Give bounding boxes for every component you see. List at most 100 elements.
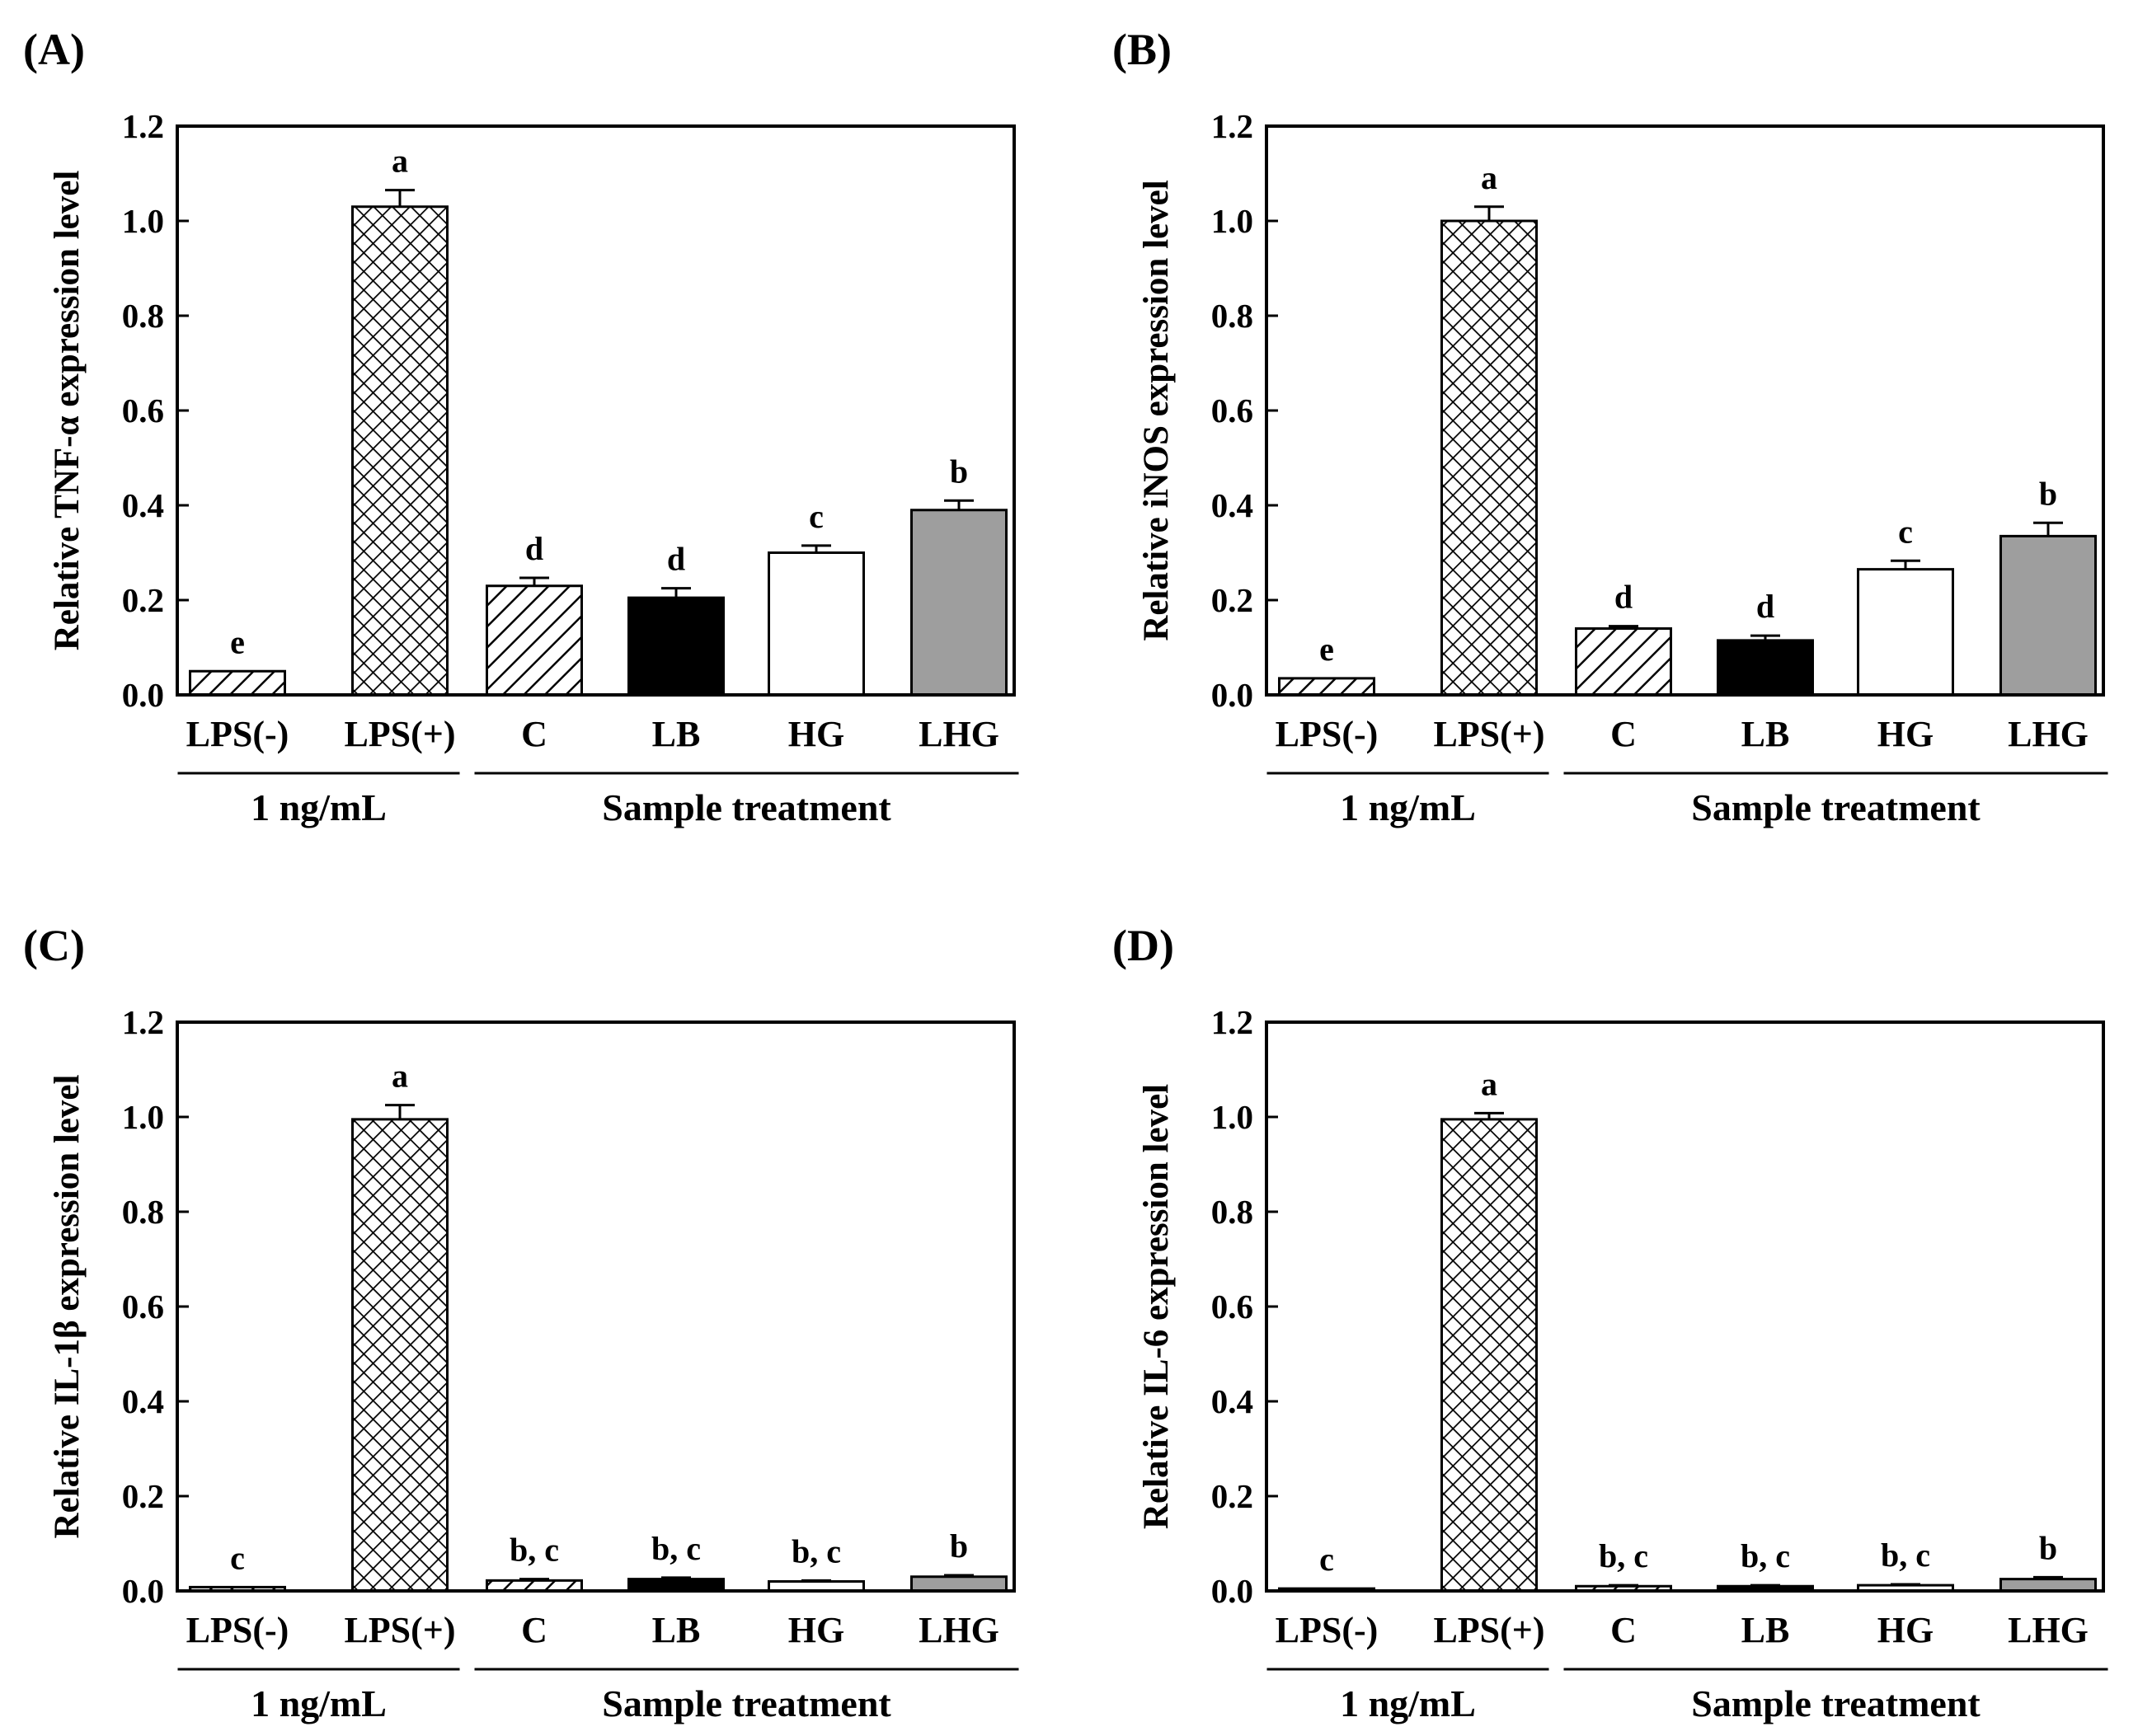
y-axis-title: Relative TNF-α expression level <box>48 171 87 651</box>
y-tick-label: 1.0 <box>1211 202 1253 240</box>
category-label: LPS(+) <box>1433 714 1544 754</box>
category-label: LPS(-) <box>1276 714 1379 754</box>
bar-LHG <box>910 509 1008 697</box>
group-label: 1 ng/mL <box>1340 1682 1476 1724</box>
y-tick-label: 0.8 <box>1211 297 1253 335</box>
significance-label: b <box>950 1527 968 1565</box>
chart-panel-1: (B) Relative iNOS expression level 0.0 0.2 0… <box>1112 25 2108 828</box>
category-label: C <box>521 1610 547 1650</box>
chart-panel-3: (D) Relative IL-6 expression level 0.0 0.2 0… <box>1112 921 2108 1724</box>
panels-root: (A) Relative TNF-α expression level 0.0 0.2… <box>23 25 2108 1724</box>
category-label: LPS(+) <box>1433 1610 1544 1650</box>
significance-label: b, c <box>792 1532 841 1569</box>
category-label: HG <box>788 714 844 754</box>
y-tick-label: 1.0 <box>122 1098 164 1136</box>
chart-panel-0: (A) Relative TNF-α expression level 0.0 0.2… <box>23 25 1019 828</box>
category-label: HG <box>788 1610 844 1650</box>
y-tick-label: 0.8 <box>122 297 164 335</box>
group-label: 1 ng/mL <box>251 1682 387 1724</box>
plot-frame <box>176 1020 1016 1593</box>
y-tick-label: 0.0 <box>1211 1572 1253 1610</box>
y-tick-label: 0.2 <box>122 581 164 619</box>
significance-label: d <box>525 530 543 567</box>
significance-label: a <box>1481 1065 1497 1102</box>
plot-frame <box>1265 124 2105 697</box>
significance-label: e <box>230 623 245 660</box>
bar-LPS(-) <box>1278 677 1375 697</box>
category-label: LPS(+) <box>344 1610 455 1650</box>
panel-label: (C) <box>23 921 85 970</box>
category-label: LB <box>1741 714 1790 754</box>
y-tick-label: 0.0 <box>122 676 164 714</box>
significance-label: b <box>2039 475 2057 512</box>
plot-frame <box>1265 1020 2105 1593</box>
significance-label: c <box>1898 513 1913 550</box>
bar-LPS(+) <box>1440 1118 1538 1593</box>
y-tick-label: 1.2 <box>122 107 164 145</box>
y-axis-title: Relative iNOS expression level <box>1137 180 1176 640</box>
bar-LPS(+) <box>351 1118 449 1593</box>
significance-label: c <box>1319 1541 1334 1578</box>
bar-C <box>486 584 583 697</box>
plot-frame <box>176 124 1016 697</box>
group-label: 1 ng/mL <box>251 786 387 828</box>
y-tick-label: 0.6 <box>122 392 164 429</box>
y-tick-label: 0.4 <box>1211 486 1253 524</box>
category-label: LPS(+) <box>344 714 455 754</box>
y-tick-label: 1.2 <box>1211 107 1253 145</box>
significance-label: d <box>1756 588 1774 625</box>
y-tick-label: 0.0 <box>122 1572 164 1610</box>
group-label: Sample treatment <box>602 1682 891 1724</box>
significance-label: a <box>392 143 408 180</box>
bar-LPS(+) <box>1440 219 1538 697</box>
y-axis-title: Relative IL-6 expression level <box>1137 1084 1176 1529</box>
group-label: Sample treatment <box>1691 786 1981 828</box>
y-tick-label: 0.4 <box>1211 1382 1253 1420</box>
significance-label: d <box>667 541 685 578</box>
significance-label: c <box>230 1539 245 1576</box>
significance-label: e <box>1319 631 1334 668</box>
y-tick-label: 1.2 <box>1211 1003 1253 1041</box>
y-tick-label: 0.8 <box>1211 1193 1253 1231</box>
bar-HG <box>1857 568 1954 697</box>
y-tick-label: 0.6 <box>122 1288 164 1325</box>
bar-LB <box>627 1578 725 1593</box>
category-label: LHG <box>919 1610 999 1650</box>
category-label: LHG <box>919 714 999 754</box>
panel-label: (A) <box>23 25 85 74</box>
bar-LB <box>1717 639 1814 697</box>
y-tick-label: 1.2 <box>122 1003 164 1041</box>
bar-LPS(-) <box>189 669 286 697</box>
y-tick-label: 0.0 <box>1211 676 1253 714</box>
category-label: C <box>521 714 547 754</box>
bar-HG <box>768 551 865 697</box>
category-label: LHG <box>2008 1610 2089 1650</box>
y-tick-label: 0.6 <box>1211 392 1253 429</box>
y-tick-label: 0.4 <box>122 1382 164 1420</box>
panel-label: (D) <box>1112 921 1174 970</box>
significance-label: c <box>809 498 824 535</box>
y-tick-label: 0.2 <box>1211 1477 1253 1515</box>
bar-LHG <box>910 1575 1008 1593</box>
category-label: LB <box>652 1610 701 1650</box>
significance-label: a <box>1481 159 1497 196</box>
significance-label: b, c <box>1741 1537 1790 1574</box>
significance-label: b, c <box>1881 1537 1930 1574</box>
group-label: Sample treatment <box>602 786 891 828</box>
significance-label: d <box>1614 579 1633 616</box>
y-tick-label: 0.2 <box>1211 581 1253 619</box>
panel-label: (B) <box>1112 25 1172 74</box>
significance-label: b, c <box>1599 1537 1648 1574</box>
category-label: LPS(-) <box>186 1610 289 1650</box>
bar-LPS(+) <box>351 205 449 697</box>
y-tick-label: 0.6 <box>1211 1288 1253 1325</box>
chart-panel-2: (C) Relative IL-1β expression level 0.0 0.2… <box>23 921 1019 1724</box>
group-label: Sample treatment <box>1691 1682 1981 1724</box>
category-label: LHG <box>2008 714 2089 754</box>
y-axis-title: Relative IL-1β expression level <box>48 1075 87 1539</box>
significance-label: a <box>392 1058 408 1095</box>
category-label: HG <box>1877 714 1934 754</box>
bar-LB <box>627 596 725 697</box>
bar-LHG <box>1999 534 2097 697</box>
